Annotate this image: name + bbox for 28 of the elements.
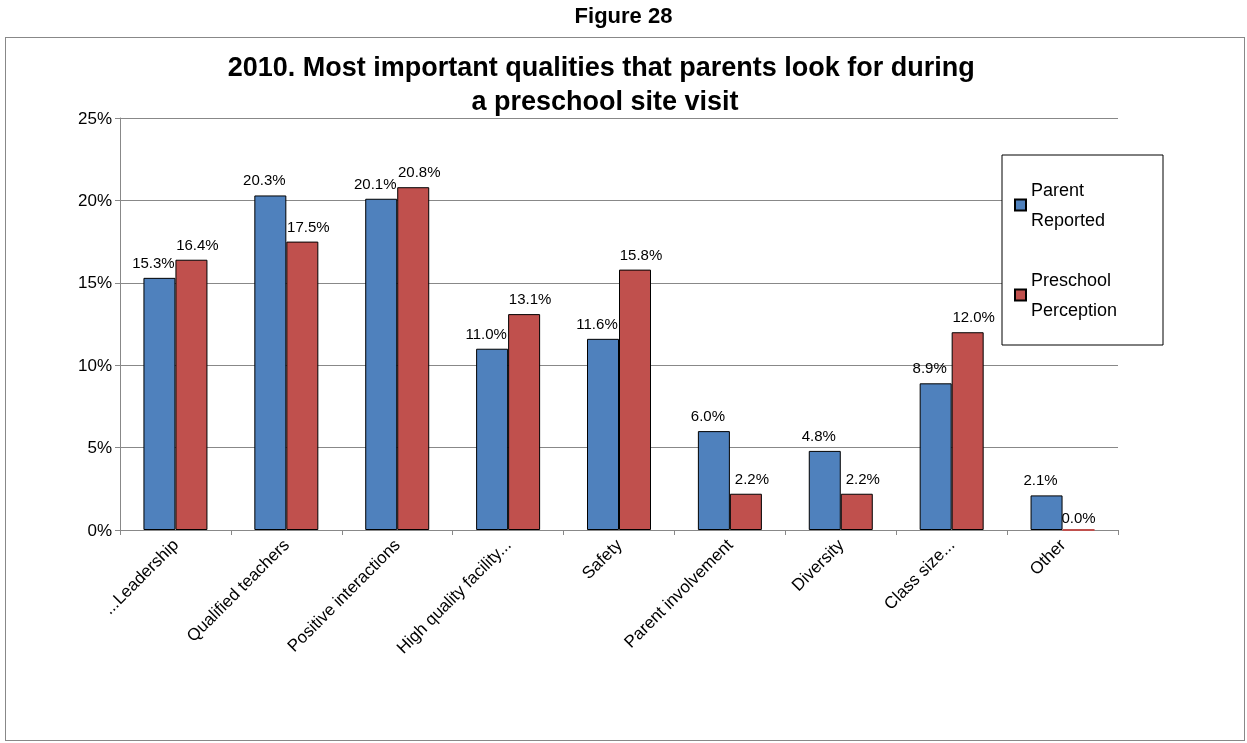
- data-label: 11.0%: [465, 324, 507, 342]
- y-tick-label: 20%: [77, 190, 112, 210]
- data-label: 13.1%: [508, 290, 552, 308]
- y-tick-label: 0%: [87, 520, 112, 540]
- data-label: 20.8%: [397, 163, 441, 181]
- data-label: 15.8%: [619, 245, 663, 263]
- bar: [1030, 495, 1063, 530]
- legend-label: Parent Reported: [1031, 180, 1106, 230]
- caption: Figure 28: [573, 3, 674, 28]
- y-tick-label: 25%: [77, 108, 112, 128]
- data-label: 6.0%: [690, 407, 725, 425]
- data-label: 2.1%: [1023, 471, 1058, 489]
- y-tick-label: 15%: [77, 273, 112, 293]
- legend-label: Preschool Perception: [1031, 270, 1118, 320]
- data-label: 20.3%: [243, 171, 286, 189]
- data-label: 15.3%: [132, 253, 175, 271]
- data-label: 12.0%: [952, 308, 995, 326]
- data-label: 4.8%: [801, 426, 836, 444]
- data-label: 16.4%: [176, 235, 219, 253]
- y-tick-label: 10%: [77, 355, 112, 375]
- data-label: 20.1%: [353, 174, 397, 192]
- data-label: 2.2%: [734, 469, 769, 487]
- data-label: 11.6%: [576, 314, 618, 332]
- y-tick-label: 5%: [87, 438, 112, 458]
- data-label: 17.5%: [287, 217, 330, 235]
- chart-title: 2010. Most important qualities that parents look for during a preschool site visit: [227, 52, 983, 116]
- data-label: 8.9%: [912, 359, 947, 377]
- data-label: 2.2%: [845, 469, 880, 487]
